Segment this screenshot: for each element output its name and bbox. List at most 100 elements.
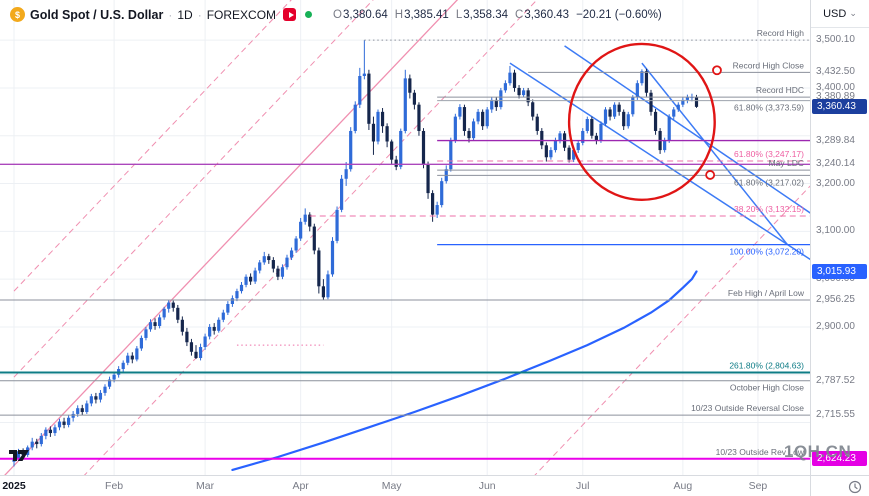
candle-body [76,408,80,414]
candle-body [558,133,562,141]
candle-body [576,142,580,151]
candle-body [185,331,189,343]
ohlc-values: O 3,380.64 H 3,385.41 L 3,358.34 C 3,360.43 … [333,9,662,21]
level-label: 100.00% (3,072.20) [729,247,804,257]
candle-body [663,140,667,151]
candle-body [198,347,203,359]
candle-body [649,92,653,112]
candle-body [617,104,621,112]
candle-body [135,348,139,360]
candle-body [258,262,262,271]
candle-body [44,429,48,436]
level-label: 10/23 Outside Reversal Close [691,403,804,413]
price-badge: 2,624.23 [812,451,867,467]
candle-body [403,78,407,131]
exchange-label[interactable]: FOREXCOM [206,7,277,22]
price-axis[interactable]: USD ⌄ 3,500.10 3,432.50 3,400.00 3,380.89 3,… [810,0,869,475]
candle-body [685,97,689,100]
candle-body [321,286,325,298]
candle-body [453,116,457,141]
candle-body [62,421,66,425]
time-axis[interactable]: 2025 Feb Mar Apr May Jun Jul Aug Sep [0,475,869,496]
separator: · [197,7,202,22]
candle-body [471,121,476,139]
candle-body [371,123,376,142]
currency-toggle-button[interactable]: USD ⌄ [811,0,869,28]
candle-body [362,73,366,77]
candle-body [594,135,598,141]
candle-body [71,413,75,418]
candle-body [512,72,517,88]
candle-body [599,123,603,141]
candle-body [417,104,421,131]
price-axis-label: 2,715.55 [816,409,855,421]
candle-body [303,214,307,222]
candle-body [526,90,530,103]
candle-body [590,119,594,136]
candle-body [553,140,558,151]
candle-body [144,329,148,338]
candle-body [189,342,194,352]
watermark: 1QH.CN [784,442,852,461]
candle-body [340,178,344,210]
tradingview-logo[interactable] [8,447,32,464]
chevron-down-icon: ⌄ [849,8,857,18]
currency-label: USD [823,7,847,20]
candle-body [317,250,321,287]
time-axis-label: Mar [196,480,215,492]
low-label: L [455,8,463,21]
candle-body [285,257,289,268]
candle-body [672,109,676,117]
symbol-title[interactable]: Gold Spot / U.S. Dollar [30,7,164,22]
candle-body [330,240,335,275]
candle-body [221,312,225,320]
candle-body [112,374,116,380]
candle-body [390,141,394,160]
candle-body [603,109,608,124]
candle-body [94,396,98,400]
candle-body [353,104,357,131]
timeframe-label[interactable]: 1D [177,7,193,22]
high-label: H [394,8,404,21]
candle-body [158,317,162,326]
candle-body [162,308,166,318]
level-label: Feb High / April Low [728,288,805,298]
time-axis-label: 2025 [2,480,26,492]
close-value: 3,360.43 [524,8,570,21]
candle-body [326,274,330,298]
trend-line [534,185,810,475]
candle-body [412,92,416,105]
candle-body [30,441,34,448]
level-label: 38.20% (3,132.15) [734,204,804,214]
candle-body [121,362,125,370]
candle-body [644,71,649,93]
candle-body [499,90,503,108]
candle-body [676,104,680,110]
clock-icon[interactable] [848,480,862,494]
candle-body [421,130,426,165]
candle-body [667,116,671,141]
time-axis-label: Feb [105,480,124,492]
price-axis-label: 3,240.14 [816,158,855,170]
candle-body [608,109,612,117]
candle-body [349,130,353,170]
chart-pane[interactable]: Record High Record High Close Record HDC 61… [0,0,810,475]
candle-body [458,107,462,117]
candle-body [253,270,257,282]
candle-body [308,214,312,227]
time-axis-corner [810,476,869,496]
candle-body [103,386,107,393]
candle-body [408,78,412,93]
candle-body [107,379,112,387]
candle-body [53,427,57,434]
price-axis-label: 3,200.00 [816,177,855,189]
candle-body [613,104,617,117]
trend-line [564,45,810,214]
trend-line [641,62,789,246]
candle-body [98,392,103,400]
candle-body [431,193,435,215]
low-value: 3,358.34 [463,8,508,21]
open-value: 3,380.64 [342,8,388,21]
legend: $ Gold Spot / U.S. Dollar · 1D · FOREXCO… [10,7,662,22]
